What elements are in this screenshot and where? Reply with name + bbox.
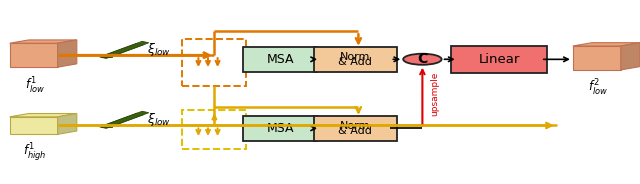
Polygon shape xyxy=(10,40,77,43)
Polygon shape xyxy=(573,46,621,70)
FancyBboxPatch shape xyxy=(243,47,317,72)
FancyBboxPatch shape xyxy=(243,116,317,141)
Text: & Add: & Add xyxy=(339,57,372,67)
Text: $\xi_{low}$: $\xi_{low}$ xyxy=(147,41,171,58)
Text: MSA: MSA xyxy=(266,53,294,66)
Text: Linear: Linear xyxy=(479,53,520,66)
Polygon shape xyxy=(58,40,77,67)
FancyBboxPatch shape xyxy=(314,47,397,72)
Polygon shape xyxy=(621,43,640,70)
Bar xyxy=(101,54,113,57)
Text: Norm: Norm xyxy=(340,52,371,62)
Text: $f^2_{low}$: $f^2_{low}$ xyxy=(588,78,609,98)
Polygon shape xyxy=(100,43,143,59)
Text: upsample: upsample xyxy=(430,72,439,116)
Text: C: C xyxy=(417,52,428,66)
Bar xyxy=(101,124,113,127)
Text: $\xi_{low}$: $\xi_{low}$ xyxy=(147,111,171,128)
Text: $f^1_{high}$: $f^1_{high}$ xyxy=(24,142,47,164)
Polygon shape xyxy=(58,114,77,134)
Circle shape xyxy=(403,54,442,65)
Text: MSA: MSA xyxy=(266,122,294,135)
Polygon shape xyxy=(105,111,148,126)
FancyBboxPatch shape xyxy=(451,46,547,73)
Text: $f^1_{low}$: $f^1_{low}$ xyxy=(25,75,45,96)
Polygon shape xyxy=(10,117,58,134)
Polygon shape xyxy=(10,114,77,117)
Text: & Add: & Add xyxy=(339,126,372,136)
FancyBboxPatch shape xyxy=(314,116,397,141)
Polygon shape xyxy=(573,43,640,46)
Text: Norm: Norm xyxy=(340,121,371,131)
Polygon shape xyxy=(10,43,58,67)
Polygon shape xyxy=(100,113,143,128)
Polygon shape xyxy=(105,41,148,56)
